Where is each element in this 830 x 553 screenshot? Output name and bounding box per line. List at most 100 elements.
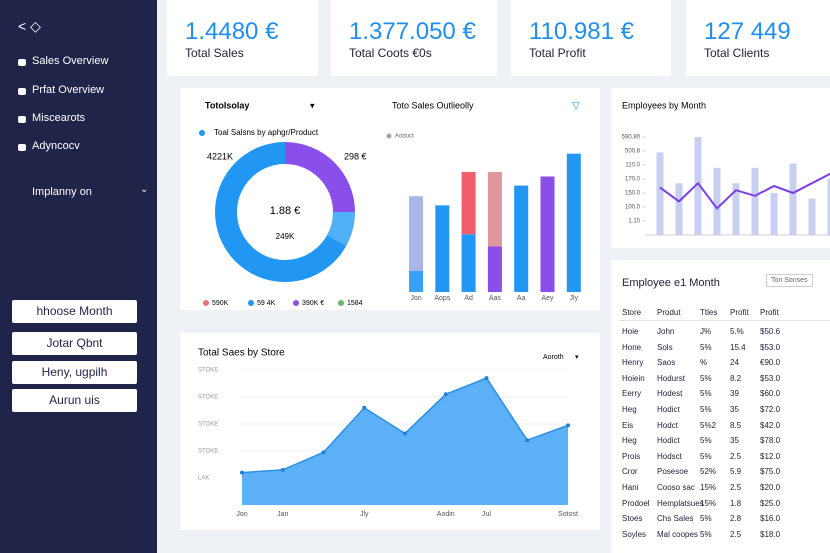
- x-tick-label: Jon: [410, 295, 421, 302]
- chart-title: Total Saes by Store: [198, 348, 285, 359]
- kpi-card: 110.981 € Total Profit: [511, 0, 671, 76]
- table-cell: 39: [730, 389, 739, 399]
- table-cell: 2.8: [730, 514, 742, 524]
- y-tick-label: STOKE: [198, 422, 218, 428]
- panel: [180, 88, 600, 310]
- table-cell: 15%: [700, 498, 717, 508]
- sidebar-dropdown[interactable]: Implanny on: [32, 186, 92, 198]
- table-cell: 5%: [700, 373, 712, 383]
- kpi-card: 1.377.050 € Total Coots €0s: [331, 0, 497, 76]
- bar: [751, 167, 759, 235]
- point: [321, 450, 326, 455]
- table-cell: Hodct: [657, 420, 678, 430]
- kpi-label: Total Clients: [704, 46, 770, 60]
- table-cell: Hone: [622, 342, 642, 352]
- bar: [732, 183, 740, 235]
- table-cell: Prodoel: [622, 498, 650, 508]
- bar: [770, 193, 778, 235]
- x-tick-label: Aops: [434, 295, 450, 302]
- center-value: 1.88 €: [270, 205, 301, 217]
- menu-item[interactable]: Adyncocv: [32, 140, 80, 152]
- legend-label: 390K €: [302, 300, 324, 307]
- filter-icon: ▽: [572, 101, 580, 112]
- legend-dot: [248, 300, 254, 306]
- kpi-card: 127 449 Total Clients: [686, 0, 830, 76]
- legend-dot: [338, 300, 344, 306]
- bar: [808, 198, 816, 235]
- bar-segment: [487, 246, 502, 292]
- table-cell: Soyles: [622, 529, 647, 539]
- bar-segment: [435, 205, 450, 292]
- table-cell: 5%: [700, 389, 712, 399]
- y-tick-label: STOKE: [198, 395, 218, 401]
- back-icon[interactable]: < ◇: [18, 18, 41, 34]
- legend-label: 59 4K: [257, 300, 276, 307]
- bar-segment: [566, 153, 581, 292]
- kpi-label: Total Sales: [185, 46, 244, 60]
- column-header: Ttles: [700, 308, 718, 317]
- chart-title: Totolsolay: [205, 100, 249, 110]
- x-tick-label: Sotost: [558, 511, 578, 518]
- table-cell: J%: [700, 327, 712, 336]
- table-cell: 24: [730, 358, 739, 368]
- y-tick-label: STOKE: [198, 368, 218, 374]
- button[interactable]: hhoose Month: [12, 300, 137, 323]
- callout: 4221K: [207, 151, 233, 161]
- y-tick-label: 100.0: [625, 205, 641, 211]
- x-tick-label: Jly: [360, 511, 369, 518]
- table-cell: Chs Sales: [657, 514, 694, 524]
- y-tick-label: 170.0: [625, 177, 641, 183]
- filter: Aoroth: [543, 354, 564, 361]
- y-tick-label: 110.0: [625, 163, 640, 169]
- kpi-value: 110.981 €: [529, 18, 634, 45]
- center-label: 249K: [276, 232, 295, 241]
- table-cell: 5%: [700, 529, 712, 539]
- kpi-label: Total Coots €0s: [349, 46, 432, 60]
- table-cell: Hoie: [622, 327, 639, 336]
- table-cell: 52%: [700, 467, 717, 477]
- menu-icon: [18, 144, 26, 151]
- area: [242, 378, 568, 505]
- table-cell: Henry: [622, 358, 644, 368]
- table-cell: $12.0: [760, 451, 781, 461]
- legend-dot: [293, 300, 299, 306]
- menu-item[interactable]: Prfat Overview: [32, 84, 105, 96]
- table-cell: Hodict: [657, 405, 680, 414]
- table-cell: $18.0: [760, 529, 781, 539]
- menu-item[interactable]: Sales Overview: [32, 55, 109, 67]
- point: [362, 405, 367, 410]
- table-cell: 35: [730, 405, 739, 414]
- table-cell: Eis: [622, 420, 634, 430]
- bar: [827, 179, 830, 235]
- y-tick-label: 500.8: [625, 149, 641, 155]
- table-filter[interactable]: Ton Sonses: [766, 274, 813, 287]
- button[interactable]: Aurun uis: [12, 389, 137, 412]
- menu-item[interactable]: Miscearots: [32, 112, 86, 124]
- table-cell: 5%2: [700, 420, 717, 430]
- line: [659, 172, 830, 210]
- table-cell: Hodsct: [657, 451, 682, 461]
- menu-icon: [18, 88, 26, 95]
- dropdown-icon: ▾: [575, 354, 579, 361]
- bar-segment: [514, 185, 529, 292]
- table-cell: %: [700, 358, 708, 368]
- kpi-value: 1.4480 €: [185, 18, 279, 45]
- table-cell: 5%: [700, 436, 712, 446]
- table-cell: Posesoe: [657, 467, 689, 477]
- chevron: ⌄: [140, 184, 149, 195]
- callout: 298 €: [344, 151, 367, 161]
- chart-title: Employees by Month: [622, 100, 706, 110]
- bar-segment: [461, 234, 476, 292]
- table-cell: $25.0: [760, 498, 781, 508]
- table-cell: Sols: [657, 342, 673, 352]
- y-tick-label: LAK: [198, 476, 209, 482]
- y-tick-label: 150.0: [625, 191, 641, 197]
- table-cell: Hodurst: [657, 373, 686, 383]
- table-cell: Hoiein: [622, 373, 645, 383]
- table-cell: $20.0: [760, 483, 781, 492]
- bar-segment: [409, 196, 423, 271]
- donut-slice: [327, 212, 355, 246]
- button[interactable]: Jotar Qbnt: [12, 332, 137, 355]
- button[interactable]: Heny, ugpilh: [12, 361, 137, 384]
- table-cell: Mal coopes: [657, 529, 698, 539]
